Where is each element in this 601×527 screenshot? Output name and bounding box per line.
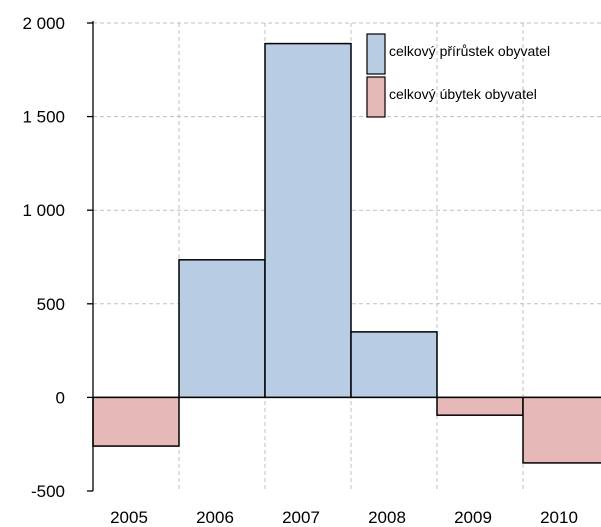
- legend-label: celkový přírůstek obyvatel: [389, 43, 550, 59]
- y-tick-label: 2 000: [22, 14, 65, 33]
- bar-2007: [264, 42, 352, 399]
- x-tick-label: 2008: [368, 508, 406, 527]
- y-tick-label: 1 500: [22, 108, 65, 127]
- legend-swatch: [366, 76, 386, 118]
- legend-swatch: [366, 33, 386, 75]
- bar-2009: [436, 396, 524, 416]
- bars: [92, 42, 601, 464]
- y-tick-label: 1 000: [22, 201, 65, 220]
- x-tick-label: 2006: [196, 508, 234, 527]
- x-tick-label: 2009: [454, 508, 492, 527]
- legend: celkový přírůstek obyvatel celkový úbytek…: [366, 33, 550, 118]
- x-tick-label: 2005: [110, 508, 148, 527]
- axes: [87, 21, 601, 492]
- legend-label: celkový úbytek obyvatel: [389, 86, 537, 102]
- bar-2010: [522, 396, 601, 464]
- bar-2008: [350, 331, 438, 399]
- y-tick-labels: -500 0 500 1 000 1 500 2 000: [22, 14, 65, 501]
- x-tick-label: 2010: [540, 508, 578, 527]
- y-tick-label: 0: [56, 388, 65, 407]
- x-tick-labels: 2005 2006 2007 2008 2009 2010: [110, 508, 578, 527]
- y-tick-label: 500: [37, 295, 65, 314]
- bar-2005: [92, 396, 180, 447]
- bar-2006: [178, 259, 266, 399]
- y-tick-label: -500: [31, 482, 65, 501]
- x-tick-label: 2007: [282, 508, 320, 527]
